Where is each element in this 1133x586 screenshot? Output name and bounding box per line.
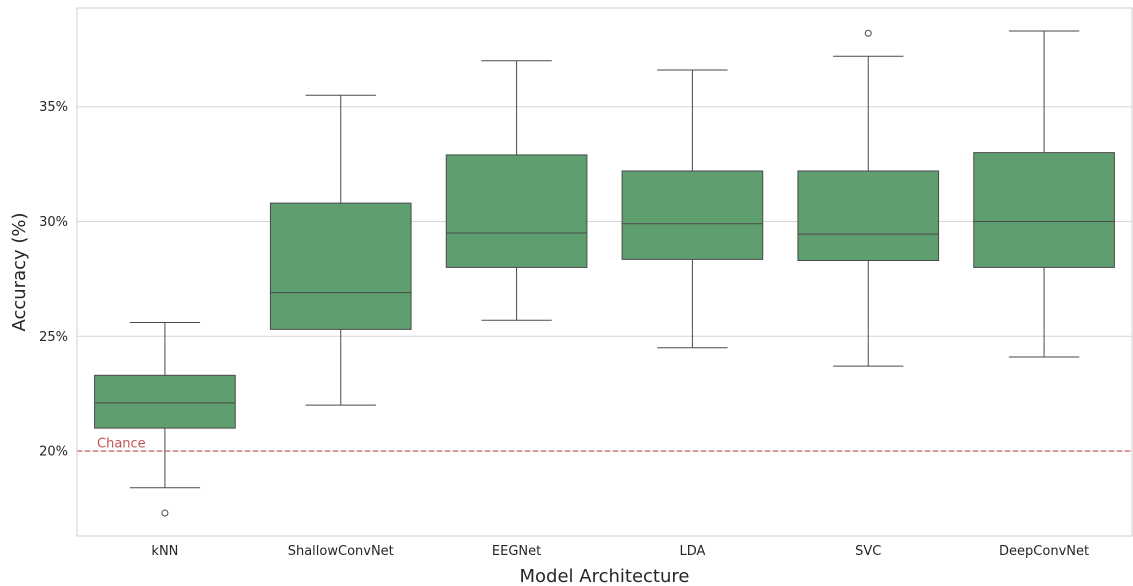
chance-label: Chance	[97, 437, 146, 452]
box-iqr	[973, 152, 1115, 268]
y-axis-ticks: 20% 25% 30% 35%	[39, 100, 68, 459]
box-group	[973, 30, 1115, 358]
x-tick-label: SVC	[855, 544, 881, 559]
x-tick-label: EEGNet	[492, 544, 541, 559]
y-tick-label: 25%	[39, 330, 68, 345]
box-iqr	[797, 170, 940, 262]
x-tick-label: kNN	[151, 544, 178, 559]
box-plot-series	[94, 29, 1115, 517]
chance-reference: Chance	[77, 437, 1132, 452]
x-tick-label: LDA	[679, 544, 705, 559]
box-iqr	[621, 170, 764, 260]
box-iqr	[94, 374, 236, 429]
y-tick-label: 30%	[39, 215, 68, 230]
y-axis-title: Accuracy (%)	[9, 212, 30, 331]
y-tick-label: 35%	[39, 100, 68, 115]
outlier-point	[864, 29, 872, 37]
box-group	[797, 29, 940, 367]
x-axis-title: Model Architecture	[520, 566, 690, 586]
box-group	[445, 60, 588, 321]
plot-border	[76, 7, 1133, 537]
box-group	[269, 94, 412, 406]
box-iqr	[269, 202, 412, 330]
grid-lines	[77, 106, 1132, 452]
plot-frame	[76, 7, 1133, 537]
x-axis-ticks: kNN ShallowConvNet EEGNet LDA SVC DeepConvNet	[151, 544, 1089, 559]
box-iqr	[445, 154, 588, 268]
x-tick-label: ShallowConvNet	[288, 544, 394, 559]
box-group	[94, 322, 236, 517]
box-group	[621, 69, 764, 349]
y-tick-label: 20%	[39, 445, 68, 460]
outlier-point	[161, 509, 169, 517]
x-tick-label: DeepConvNet	[999, 544, 1089, 559]
